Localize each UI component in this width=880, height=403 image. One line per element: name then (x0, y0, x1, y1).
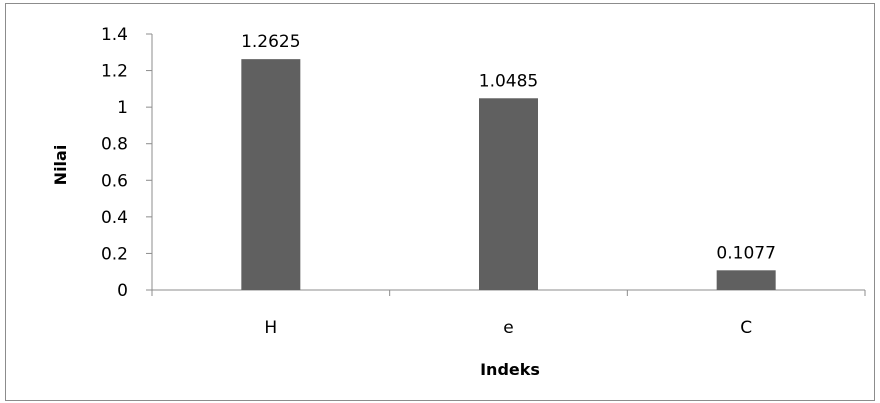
chart-frame (5, 3, 875, 401)
bar-e (479, 98, 538, 290)
bars (241, 59, 776, 291)
y-axis: 0 0.2 0.4 0.6 0.8 1 1.2 1.4 (101, 25, 153, 301)
bar-C (716, 270, 776, 290)
data-label: 1.2625 (241, 32, 300, 52)
y-tick-label: 0.6 (101, 171, 128, 191)
data-labels: 1.2625 1.0485 0.1077 (241, 32, 776, 263)
y-tick-label: 0.8 (101, 135, 128, 155)
x-tick-label: H (264, 318, 277, 338)
data-label: 1.0485 (479, 71, 538, 91)
y-tick-label: 1 (117, 98, 128, 118)
bar-H (241, 59, 301, 291)
y-tick-label: 0 (117, 281, 128, 301)
y-tick-label: 0.4 (101, 208, 128, 228)
y-tick-label: 0.2 (101, 244, 128, 264)
x-tick-label: C (740, 318, 752, 338)
x-tick-label: e (503, 318, 513, 338)
y-axis-title: Nilai (51, 145, 70, 186)
x-axis-title: Indeks (480, 360, 540, 379)
data-label: 0.1077 (716, 243, 775, 263)
y-tick-label: 1.2 (101, 62, 128, 82)
y-tick-label: 1.4 (101, 25, 128, 45)
